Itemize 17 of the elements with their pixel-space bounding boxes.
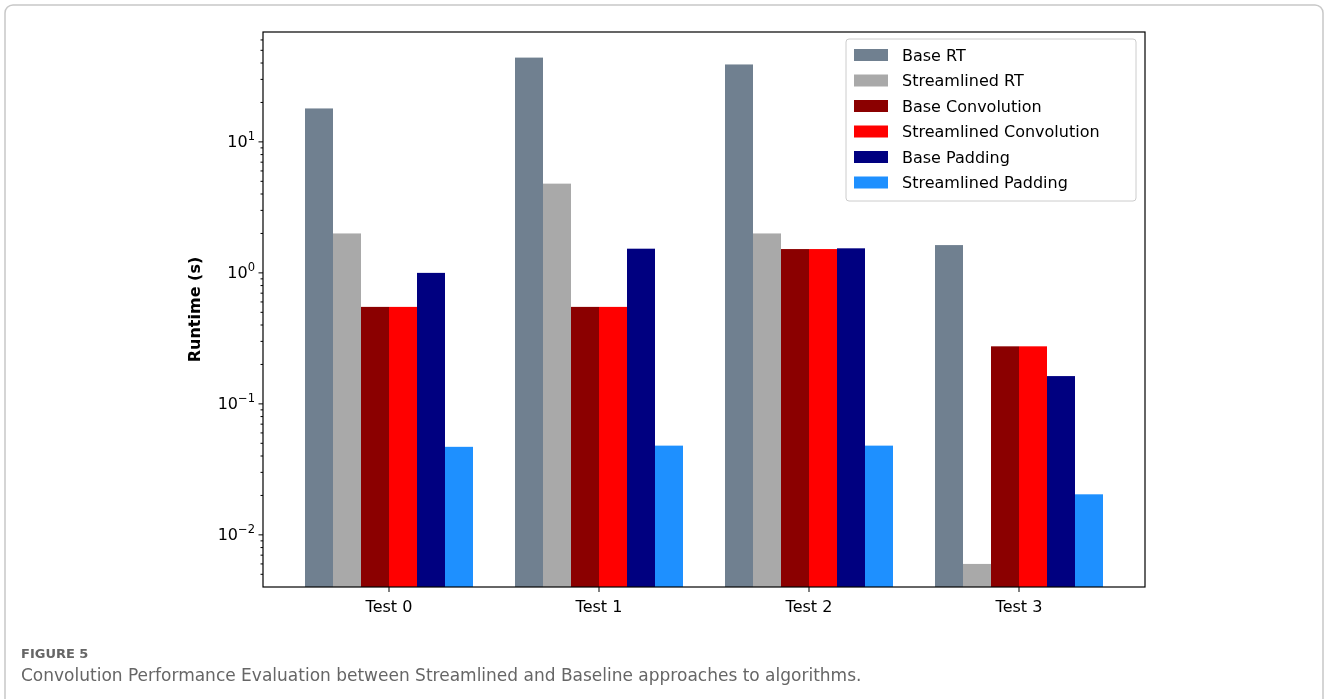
x-tick-label: Test 0: [364, 597, 413, 616]
legend-label: Base Convolution: [902, 96, 1042, 116]
y-axis-title: Runtime (s): [185, 256, 204, 363]
x-tick-label: Test 1: [574, 597, 623, 616]
legend-label: Base Padding: [902, 147, 1010, 167]
y-tick-label: 10$^{0}$: [227, 260, 255, 283]
y-tick-label: 10$^{−2}$: [217, 522, 255, 545]
y-tick-label: 10$^{1}$: [227, 129, 255, 152]
text: Convolution Performance Evaluation between Streamlined and Baseline approaches to algorithms.: [21, 665, 862, 685]
legend-label: Streamlined RT: [902, 71, 1024, 91]
y-tick-label: 10$^{−1}$: [217, 391, 255, 414]
caption: FIGURE 5: [21, 646, 89, 661]
legend-label: Streamlined Convolution: [902, 122, 1100, 142]
legend-label: Base RT: [902, 45, 966, 65]
x-tick-label: Test 3: [994, 597, 1043, 616]
x-tick-label: Test 2: [784, 597, 833, 616]
legend-label: Streamlined Padding: [902, 173, 1068, 193]
